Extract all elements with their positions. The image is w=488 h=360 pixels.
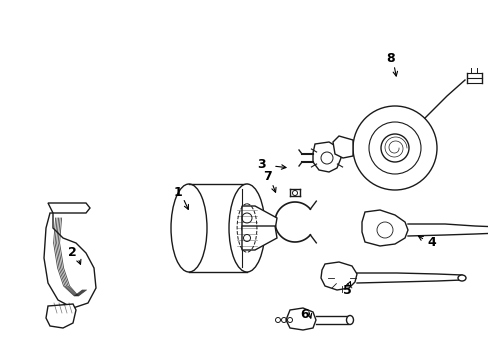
Polygon shape [361, 210, 407, 246]
Text: 8: 8 [386, 51, 394, 64]
Text: 3: 3 [257, 158, 266, 171]
Text: 1: 1 [173, 186, 182, 199]
Polygon shape [332, 136, 352, 158]
Ellipse shape [346, 315, 353, 324]
Text: 6: 6 [300, 309, 309, 321]
Text: 7: 7 [263, 170, 272, 183]
FancyBboxPatch shape [189, 184, 265, 272]
Circle shape [368, 122, 420, 174]
Text: 4: 4 [427, 235, 435, 248]
Text: 2: 2 [67, 246, 76, 258]
Ellipse shape [228, 184, 264, 272]
Polygon shape [44, 213, 96, 308]
Polygon shape [285, 308, 315, 330]
Text: 5: 5 [342, 284, 351, 297]
Polygon shape [312, 142, 340, 172]
Ellipse shape [171, 184, 206, 272]
Polygon shape [320, 262, 356, 290]
Polygon shape [46, 304, 76, 328]
Circle shape [352, 106, 436, 190]
Ellipse shape [457, 275, 465, 281]
Circle shape [380, 134, 408, 162]
Polygon shape [48, 203, 90, 213]
Polygon shape [242, 226, 276, 250]
Polygon shape [242, 206, 276, 230]
